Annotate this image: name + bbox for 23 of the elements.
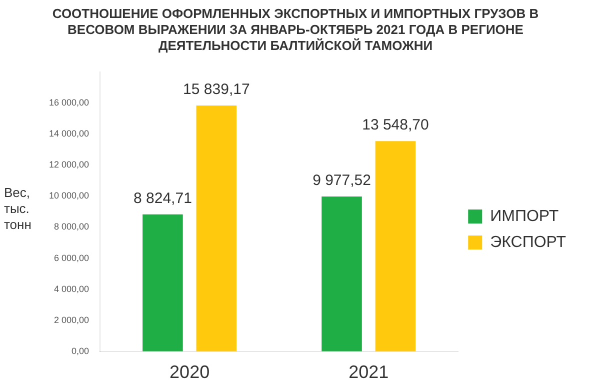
y-tick-label: 12 000,00 xyxy=(48,160,90,170)
data-label: 8 824,71 xyxy=(134,190,192,208)
data-label: 15 839,17 xyxy=(183,81,250,98)
data-label: 9 977,52 xyxy=(312,172,371,190)
bar xyxy=(322,196,362,352)
x-tick-label: 2021 xyxy=(348,362,389,382)
data-label: 13 548,70 xyxy=(362,116,429,134)
y-tick-label: 14 000,00 xyxy=(48,128,90,139)
bar xyxy=(375,141,416,352)
y-tick-label: 8 000,00 xyxy=(54,222,90,232)
y-tick-label: 6 000,00 xyxy=(54,252,90,263)
y-tick-label: 16 000,00 xyxy=(48,98,90,108)
y-tick-label: 2 000,00 xyxy=(54,314,90,325)
x-tick-label: 2020 xyxy=(170,362,210,382)
y-tick-label: 0,00 xyxy=(72,346,90,356)
bar xyxy=(196,106,237,352)
y-tick-label: 4 000,00 xyxy=(54,284,90,294)
y-tick-label: 10 000,00 xyxy=(48,190,90,201)
y-axis-title: Вес, тыс. тонн xyxy=(4,185,32,233)
bar xyxy=(142,214,183,352)
legend-label: ЭКСПОРТ xyxy=(490,234,566,251)
legend-label: ИМПОРТ xyxy=(490,208,559,225)
chart-title: СООТНОШЕНИЕ ОФОРМЛЕННЫХ ЭКСПОРТНЫХ И ИМПОРТНЫХ ГРУЗОВ В ВЕСОВОМ ВЫРАЖЕНИИ ЗА ЯНВАРЬ-ОКТЯБРЬ 2021 ГОДА В РЕГИОНЕ ДЕЯТЕЛЬНОСТИ БАЛТИЙСКОЙ ТАМОЖНИ xyxy=(51,6,540,54)
